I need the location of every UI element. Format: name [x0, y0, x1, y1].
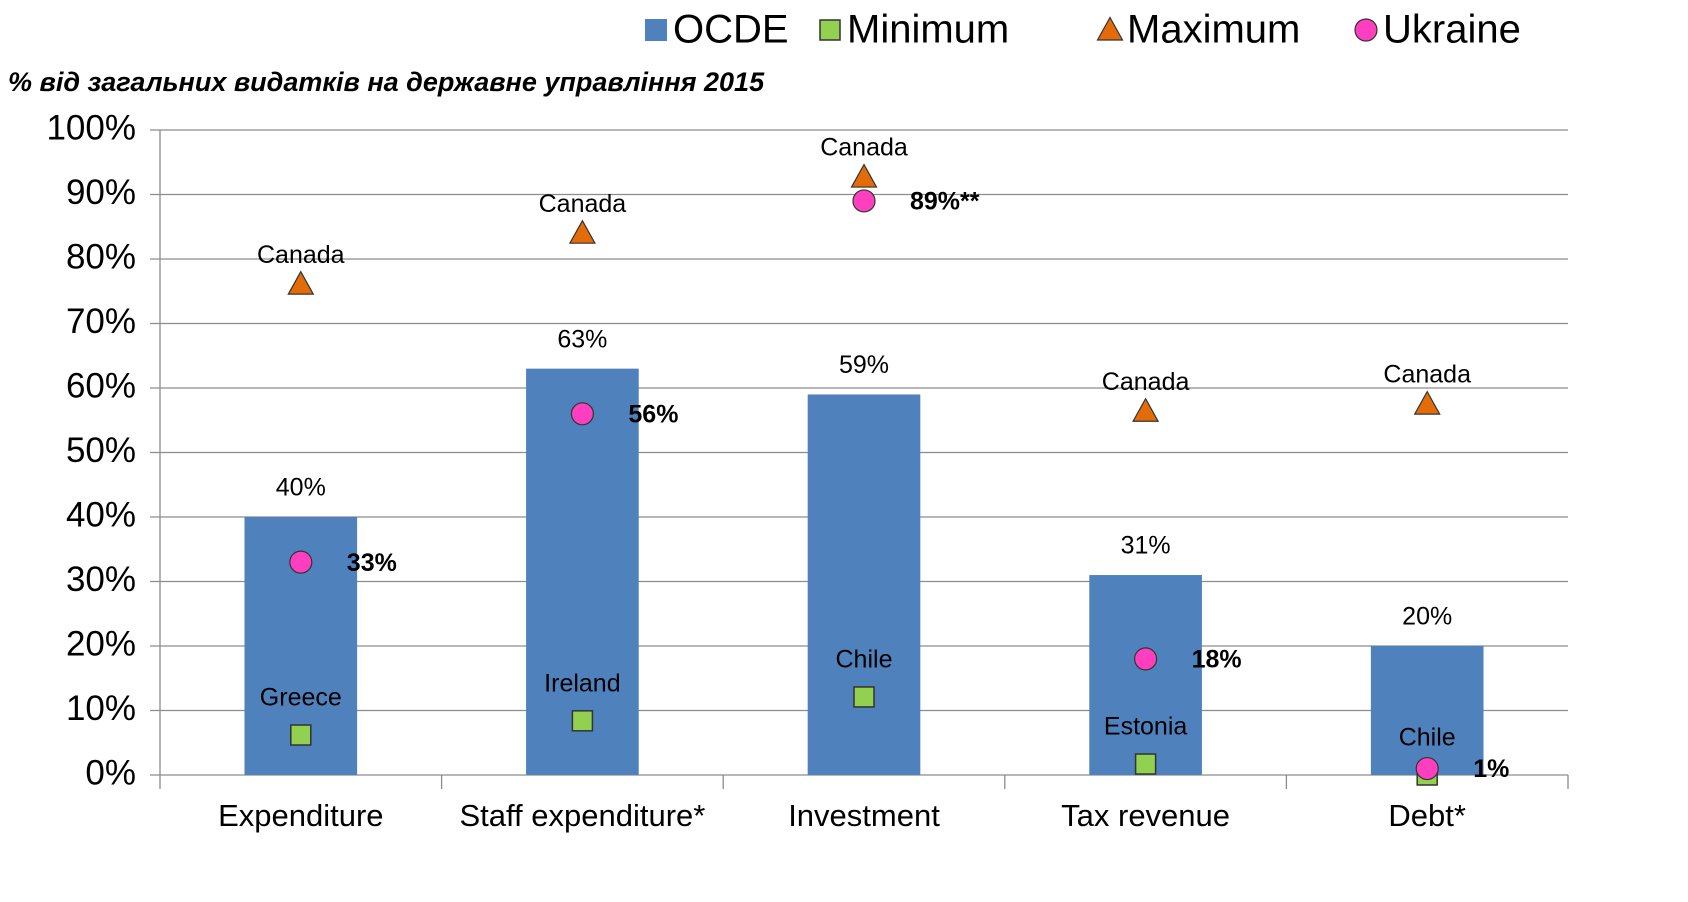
marker-triangle — [568, 219, 596, 244]
point-label: Canada — [539, 190, 627, 218]
value-label: 56% — [628, 400, 678, 428]
y-tick-label: 40% — [66, 495, 136, 534]
marker-square — [1134, 753, 1157, 775]
value-label: 1% — [1473, 755, 1509, 783]
y-tick-label: 80% — [66, 237, 136, 276]
value-label: 20% — [1402, 603, 1452, 631]
value-label: 89%** — [910, 188, 980, 216]
value-label: 63% — [557, 325, 607, 353]
point-label: Estonia — [1104, 713, 1187, 741]
point-label: Chile — [1399, 724, 1456, 752]
legend-label: Maximum — [1127, 8, 1300, 52]
point-label: Canada — [257, 241, 345, 269]
y-tick-label: 60% — [66, 366, 136, 405]
marker-circle — [570, 402, 595, 426]
point-label: Canada — [1383, 361, 1471, 389]
value-label: 18% — [1192, 646, 1242, 674]
legend-label: Ukraine — [1383, 8, 1521, 52]
legend-swatch — [819, 19, 841, 41]
y-tick-label: 30% — [66, 560, 136, 599]
legend-label: OCDE — [673, 8, 789, 52]
marker-circle — [289, 550, 313, 574]
point-label: Canada — [1102, 368, 1190, 396]
chart-title: % від загальних видатків на державне упр… — [8, 67, 765, 97]
legend-swatch — [1096, 16, 1124, 41]
value-label: 33% — [347, 549, 397, 577]
y-tick-label: 50% — [66, 431, 136, 470]
y-tick-label: 100% — [46, 108, 136, 147]
legend-label: Minimum — [847, 8, 1009, 52]
point-label: Ireland — [544, 669, 620, 697]
x-tick-label: Tax revenue — [1061, 798, 1230, 833]
x-tick-label: Investment — [788, 798, 940, 833]
marker-square — [853, 686, 875, 708]
marker-triangle — [1413, 390, 1441, 415]
value-label: 31% — [1121, 532, 1171, 560]
bar — [807, 394, 921, 775]
point-label: Greece — [260, 684, 342, 712]
y-tick-label: 0% — [85, 753, 136, 792]
marker-triangle — [850, 163, 878, 188]
legend-swatch — [1354, 18, 1378, 42]
x-tick-label: Staff expenditure* — [459, 798, 705, 833]
marker-circle — [1133, 647, 1158, 671]
point-label: Canada — [820, 134, 908, 162]
legend-swatch — [645, 19, 667, 41]
marker-circle — [1415, 756, 1439, 781]
y-tick-label: 90% — [66, 173, 136, 212]
value-label: 59% — [839, 351, 889, 379]
marker-circle — [852, 189, 876, 213]
marker-triangle — [1132, 397, 1160, 422]
marker-square — [571, 710, 594, 732]
y-tick-label: 70% — [66, 302, 136, 341]
y-tick-label: 20% — [66, 624, 136, 663]
point-label: Chile — [836, 646, 893, 674]
x-tick-label: Debt* — [1388, 798, 1466, 833]
value-label: 40% — [276, 474, 326, 502]
x-tick-label: Expenditure — [218, 798, 383, 833]
marker-triangle — [287, 270, 315, 295]
y-tick-label: 10% — [66, 689, 136, 728]
bar — [1089, 575, 1202, 775]
bar — [1370, 646, 1484, 775]
marker-square — [290, 724, 312, 746]
bar — [526, 368, 639, 775]
